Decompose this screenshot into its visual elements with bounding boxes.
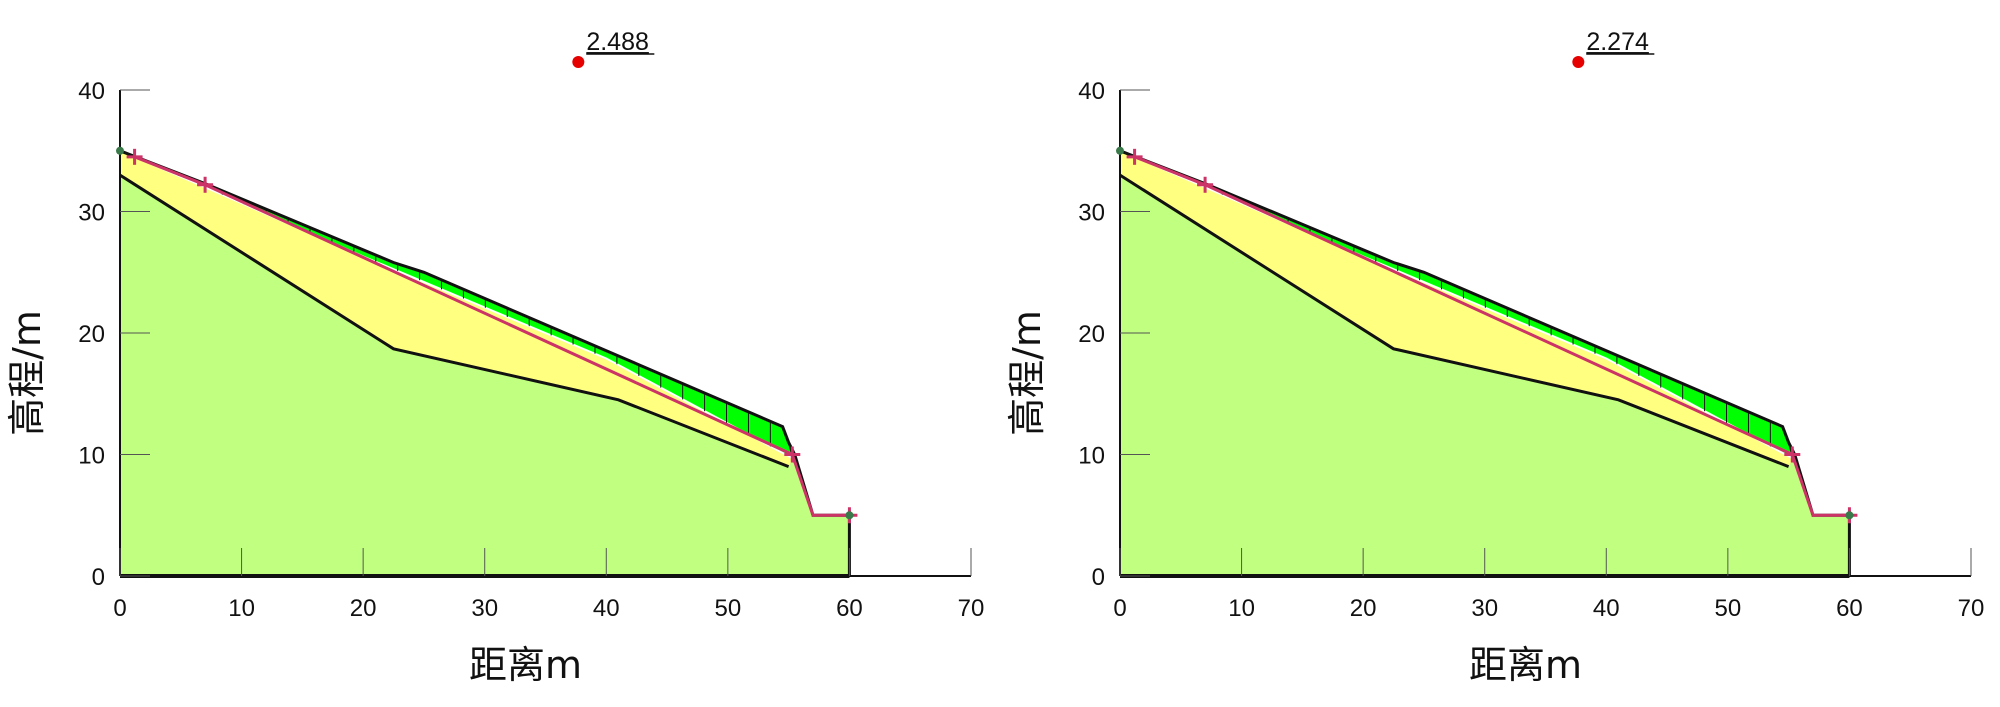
bedrock-boundary-line xyxy=(1119,173,1790,468)
x-tick-label: 0 xyxy=(113,595,126,622)
x-tick-label: 60 xyxy=(836,595,863,622)
x-tick-label: 20 xyxy=(350,595,377,622)
weak-layer-region xyxy=(1120,150,1795,467)
endpoint-marker xyxy=(116,146,124,155)
x-tick-label: 20 xyxy=(1350,595,1377,622)
x-tick-label: 30 xyxy=(1471,595,1498,622)
y-tick-label: 30 xyxy=(1078,200,1105,227)
x-tick-label: 10 xyxy=(1228,595,1255,622)
bedrock-boundary-line xyxy=(119,173,790,468)
x-tick-label: 70 xyxy=(1958,595,1985,622)
x-tick-label: 10 xyxy=(228,595,255,622)
y-tick-label: 20 xyxy=(78,321,105,348)
y-tick-label: 0 xyxy=(1092,564,1105,591)
x-tick-label: 30 xyxy=(471,595,498,622)
endpoint-marker xyxy=(845,511,854,520)
x-tick-label: 40 xyxy=(1593,595,1620,622)
fos-center-marker xyxy=(1572,56,1585,69)
chart-panel-1: 0 10 20 30 40 50 60 70 0 10 20 30 40 距离m 高程/m 2.488 xyxy=(5,28,984,687)
x-tick-label: 70 xyxy=(958,595,985,622)
x-tick-label: 50 xyxy=(715,595,742,622)
x-tick-label: 60 xyxy=(1836,595,1863,622)
y-tick-label: 0 xyxy=(92,564,105,591)
chart-panel-2: 0 10 20 30 40 50 60 70 0 10 20 30 40 距离m 高程/m 2.274 xyxy=(1005,28,1984,687)
x-tick-label: 0 xyxy=(1113,595,1126,622)
fos-center-marker xyxy=(572,56,585,69)
y-tick-label: 10 xyxy=(78,443,105,470)
endpoint-marker xyxy=(1845,511,1854,520)
fos-label: 2.274 xyxy=(1586,28,1649,56)
y-axis-title: 高程/m xyxy=(1005,310,1049,436)
endpoint-marker xyxy=(1116,146,1124,155)
x-tick-label: 40 xyxy=(593,595,620,622)
y-axis-title: 高程/m xyxy=(5,310,49,436)
y-tick-label: 40 xyxy=(1078,78,1105,105)
y-tick-label: 40 xyxy=(78,78,105,105)
fos-label: 2.488 xyxy=(586,28,649,56)
x-axis-title: 距离m xyxy=(469,643,582,687)
y-tick-label: 20 xyxy=(1078,321,1105,348)
weak-layer-region xyxy=(120,150,795,467)
y-tick-label: 30 xyxy=(78,200,105,227)
y-tick-label: 10 xyxy=(1078,443,1105,470)
x-tick-label: 50 xyxy=(1715,595,1742,622)
x-axis-title: 距离m xyxy=(1469,643,1582,687)
